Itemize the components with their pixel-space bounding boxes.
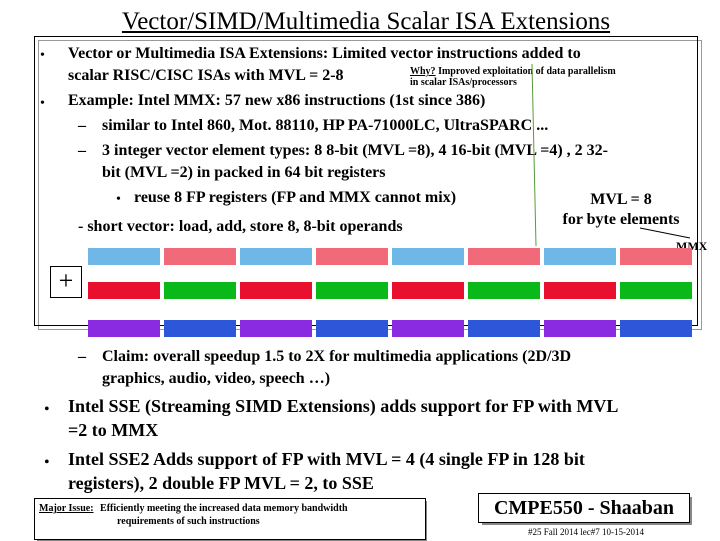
claim-line2: graphics, audio, video, speech …) bbox=[102, 370, 331, 387]
bullet-glyph: • bbox=[44, 401, 50, 418]
bullet3-line1: Intel SSE (Streaming SIMD Extensions) ad… bbox=[68, 396, 619, 416]
plus-symbol: + bbox=[50, 266, 82, 298]
lane-cell bbox=[544, 320, 616, 337]
mvl-note: MVL = 8 for byte elements bbox=[548, 190, 694, 230]
mvl-line2: for byte elements bbox=[562, 211, 680, 228]
lane-cell bbox=[468, 248, 540, 265]
subsub-text: reuse 8 FP registers (FP and MMX cannot … bbox=[134, 189, 457, 206]
bullet-glyph: • bbox=[40, 48, 45, 63]
bullet4-line1: Intel SSE2 Adds support of FP with MVL =… bbox=[68, 449, 585, 469]
sub2-line2: bit (MVL =2) in packed in 64 bit registe… bbox=[102, 164, 386, 181]
lane-cell bbox=[620, 320, 692, 337]
lane-row-result bbox=[88, 320, 696, 337]
bullet2-text: Example: Intel MMX: 57 new x86 instructi… bbox=[68, 92, 486, 109]
sub1-text: similar to Intel 860, Mot. 88110, HP PA-… bbox=[102, 117, 549, 134]
short-vector-text: - short vector: load, add, store 8, 8-bi… bbox=[78, 218, 403, 235]
lane-cell bbox=[468, 282, 540, 299]
lane-cell bbox=[316, 248, 388, 265]
bullet4-line2: registers), 2 double FP MVL = 2, to SSE bbox=[68, 473, 374, 493]
bullet3-line2: =2 to MMX bbox=[68, 420, 159, 440]
dash-glyph: – bbox=[78, 142, 86, 159]
bullet-glyph: • bbox=[116, 192, 121, 207]
lane-cell bbox=[392, 248, 464, 265]
course-brand: CMPE550 - Shaaban bbox=[478, 493, 690, 523]
bullet1-line2: scalar RISC/CISC ISAs with MVL = 2-8 bbox=[68, 67, 344, 84]
lane-cell bbox=[620, 248, 692, 265]
lane-cell bbox=[164, 320, 236, 337]
claim-line1: Claim: overall speedup 1.5 to 2X for mul… bbox=[102, 348, 572, 365]
lane-cell bbox=[88, 248, 160, 265]
bullet1-line1: Vector or Multimedia ISA Extensions: Lim… bbox=[68, 45, 581, 62]
issue-line1: Efficiently meeting the increased data m… bbox=[100, 503, 348, 514]
slide-title: Vector/SIMD/Multimedia Scalar ISA Extens… bbox=[121, 8, 611, 35]
lane-row-top bbox=[88, 248, 696, 265]
why-label: Why? bbox=[410, 66, 436, 77]
issue-line2: requirements of such instructions bbox=[117, 516, 260, 527]
lane-cell bbox=[316, 282, 388, 299]
lane-cell bbox=[544, 248, 616, 265]
lane-cell bbox=[620, 282, 692, 299]
lane-cell bbox=[164, 248, 236, 265]
lane-cell bbox=[392, 282, 464, 299]
bullet-glyph: • bbox=[44, 454, 50, 471]
issue-box: Major Issue: Efficiently meeting the inc… bbox=[34, 498, 426, 540]
lane-cell bbox=[88, 282, 160, 299]
lane-cell bbox=[164, 282, 236, 299]
lane-cell bbox=[240, 248, 312, 265]
why-note: Why? Improved exploitation of data paral… bbox=[410, 66, 616, 77]
lane-cell bbox=[240, 320, 312, 337]
lane-cell bbox=[240, 282, 312, 299]
issue-label: Major Issue: bbox=[39, 503, 94, 514]
why-pointer-line bbox=[531, 63, 537, 247]
mvl-line1: MVL = 8 bbox=[590, 191, 652, 208]
issue-row: Major Issue: Efficiently meeting the inc… bbox=[39, 503, 348, 514]
why-line2: in scalar ISAs/processors bbox=[410, 77, 517, 88]
dash-glyph: – bbox=[78, 117, 86, 134]
lane-cell bbox=[392, 320, 464, 337]
mmx-pointer-line bbox=[639, 227, 691, 239]
lane-cell bbox=[88, 320, 160, 337]
lane-cell bbox=[468, 320, 540, 337]
lane-cell bbox=[316, 320, 388, 337]
dash-glyph: – bbox=[78, 348, 86, 365]
slide-meta: #25 Fall 2014 lec#7 10-15-2014 bbox=[528, 527, 644, 537]
bullet-glyph: • bbox=[40, 96, 45, 111]
lane-cell bbox=[544, 282, 616, 299]
why-line1: Improved exploitation of data parallelis… bbox=[438, 66, 616, 77]
sub2-line1: 3 integer vector element types: 8 8-bit … bbox=[102, 142, 608, 159]
lane-row-middle bbox=[88, 282, 696, 299]
